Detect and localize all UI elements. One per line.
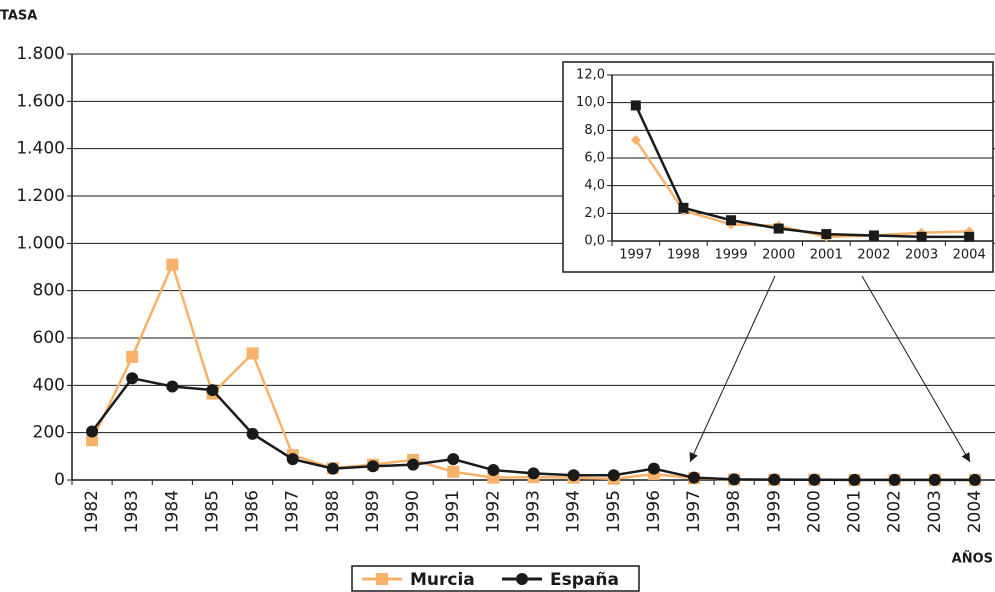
- y-tick-label: 6,0: [584, 151, 605, 166]
- point: [868, 230, 879, 241]
- y-tick-label: 600: [33, 328, 65, 348]
- x-tick-label: 1999: [715, 248, 748, 263]
- point: [366, 460, 379, 473]
- point: [447, 465, 460, 478]
- series-line: [90, 261, 975, 482]
- point: [487, 464, 500, 477]
- y-axis-title: TASA: [0, 9, 37, 24]
- x-tick-label: 1998: [667, 248, 700, 263]
- y-tick-label: 4,0: [584, 178, 605, 193]
- x-tick-label: 2003: [905, 248, 938, 263]
- point: [166, 258, 179, 271]
- point: [916, 231, 927, 242]
- point: [326, 462, 339, 475]
- x-tick-label: 2002: [857, 248, 890, 263]
- y-tick-label: 400: [33, 375, 65, 395]
- x-tick-label: 1989: [363, 490, 383, 533]
- point: [86, 434, 99, 447]
- y-tick-label: 1.200: [16, 186, 65, 206]
- point: [968, 473, 981, 486]
- point: [630, 100, 641, 111]
- point: [126, 350, 139, 363]
- point: [206, 384, 219, 397]
- point: [126, 372, 139, 385]
- arrow: [861, 275, 971, 463]
- x-tick-label: 1984: [162, 490, 182, 533]
- x-tick-label: 2001: [845, 490, 865, 533]
- point: [630, 135, 641, 146]
- x-tick-label: 1994: [564, 490, 584, 533]
- point: [728, 473, 741, 486]
- y-tick-label: 12,0: [576, 68, 605, 83]
- y-tick-label: 0,0: [584, 234, 605, 249]
- x-tick-label: 1987: [283, 490, 303, 533]
- x-axis-title: AÑOS: [952, 551, 993, 567]
- x-tick-label: 1993: [524, 490, 544, 533]
- point: [888, 473, 901, 486]
- point: [647, 462, 660, 475]
- point: [246, 427, 259, 440]
- x-tick-label: 1991: [443, 490, 463, 533]
- x-tick-label: 1996: [644, 490, 664, 533]
- point: [567, 469, 580, 482]
- y-tick-label: 1.800: [16, 44, 65, 64]
- point: [678, 202, 689, 213]
- x-tick-label: 1986: [243, 490, 263, 533]
- point: [726, 215, 737, 226]
- point: [607, 469, 620, 482]
- x-tick-label: 2002: [885, 490, 905, 533]
- y-tick-label: 8,0: [584, 123, 605, 138]
- x-tick-label: 2003: [925, 490, 945, 533]
- point: [516, 573, 528, 585]
- point: [688, 471, 701, 484]
- point: [964, 231, 975, 242]
- x-tick-label: 1990: [403, 490, 423, 533]
- point: [407, 458, 420, 471]
- point: [246, 347, 259, 360]
- legend-label: Murcia: [410, 570, 475, 590]
- y-tick-label: 2,0: [584, 206, 605, 221]
- point: [527, 467, 540, 480]
- x-tick-label: 2004: [965, 490, 985, 533]
- point: [821, 229, 832, 240]
- x-tick-label: 1998: [724, 490, 744, 533]
- point: [768, 473, 781, 486]
- x-tick-label: 1995: [604, 490, 624, 533]
- series-line: [91, 376, 975, 482]
- x-tick-label: 1999: [764, 490, 784, 533]
- legend-label: España: [550, 570, 619, 590]
- x-tick-label: 1997: [619, 248, 652, 263]
- point: [286, 453, 299, 466]
- x-tick-label: 1982: [82, 490, 102, 533]
- series-line: [634, 104, 970, 239]
- y-tick-label: 1.400: [16, 139, 65, 159]
- arrow: [689, 275, 776, 463]
- x-tick-label: 2001: [810, 248, 843, 263]
- point: [848, 473, 861, 486]
- y-tick-label: 1.000: [16, 233, 65, 253]
- point: [166, 380, 179, 393]
- point: [376, 573, 388, 585]
- point: [447, 453, 460, 466]
- point: [86, 425, 99, 438]
- x-tick-label: 2004: [953, 248, 986, 263]
- x-tick-label: 1985: [202, 490, 222, 533]
- point: [808, 473, 821, 486]
- y-tick-label: 10,0: [576, 95, 605, 110]
- point: [928, 473, 941, 486]
- x-tick-label: 2000: [762, 248, 795, 263]
- x-tick-label: 1983: [122, 490, 142, 533]
- y-tick-label: 0: [54, 470, 65, 490]
- point: [773, 223, 784, 234]
- y-tick-label: 1.600: [16, 91, 65, 111]
- x-tick-label: 2000: [804, 490, 824, 533]
- x-tick-label: 1997: [684, 490, 704, 533]
- x-tick-label: 1992: [483, 490, 503, 533]
- x-tick-label: 1988: [323, 490, 343, 533]
- y-tick-label: 200: [33, 423, 65, 443]
- y-tick-label: 800: [33, 281, 65, 301]
